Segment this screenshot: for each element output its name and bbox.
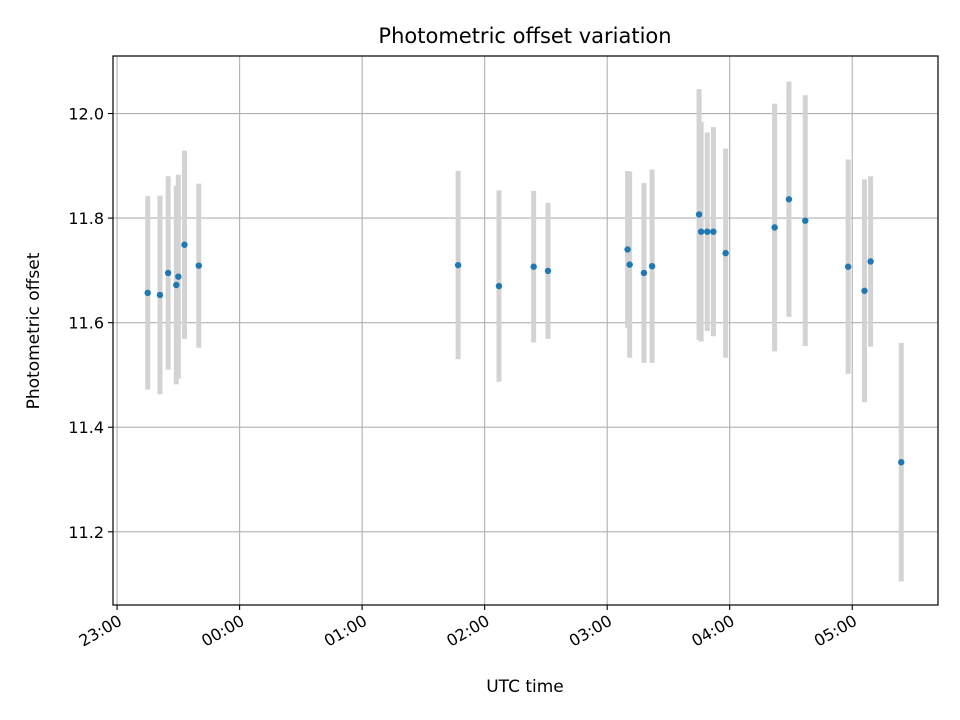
data-point xyxy=(495,282,503,290)
y-axis-label: Photometric offset xyxy=(24,252,44,409)
data-point xyxy=(648,262,656,270)
data-point xyxy=(530,263,537,270)
data-point xyxy=(710,228,717,235)
plot-frame xyxy=(112,55,939,606)
data-point xyxy=(704,228,711,235)
data-point xyxy=(785,196,793,203)
data-point xyxy=(695,211,703,218)
data-point xyxy=(454,261,462,269)
data-point xyxy=(867,258,874,265)
data-point xyxy=(697,228,705,235)
data-point xyxy=(722,249,729,257)
data-point xyxy=(640,269,648,277)
data-point xyxy=(898,459,905,466)
y-tick-label: 12.0 xyxy=(68,105,104,124)
y-tick-label: 11.8 xyxy=(68,209,104,228)
y-tick-label: 11.6 xyxy=(68,314,104,333)
x-axis-label: UTC time xyxy=(486,677,564,697)
data-point xyxy=(544,267,552,275)
data-point xyxy=(173,281,180,289)
y-axis-ticks: 11.2 11.4 11.6 11.8 12.0 xyxy=(68,105,113,542)
chart-title: Photometric offset variation xyxy=(378,24,671,48)
plot-area xyxy=(113,56,938,605)
data-points xyxy=(144,196,905,466)
data-point xyxy=(771,224,778,231)
data-point xyxy=(626,261,633,268)
data-point xyxy=(181,241,188,248)
grid-lines xyxy=(113,56,938,605)
data-point xyxy=(844,263,852,270)
y-tick-label: 11.4 xyxy=(68,418,104,437)
data-point xyxy=(624,246,631,253)
data-point xyxy=(195,262,202,269)
y-tick-label: 11.2 xyxy=(68,523,104,542)
data-point xyxy=(156,291,164,299)
data-point xyxy=(144,289,151,297)
data-point xyxy=(175,273,182,280)
data-point xyxy=(164,269,172,277)
data-point xyxy=(802,217,809,224)
data-point xyxy=(861,287,868,294)
